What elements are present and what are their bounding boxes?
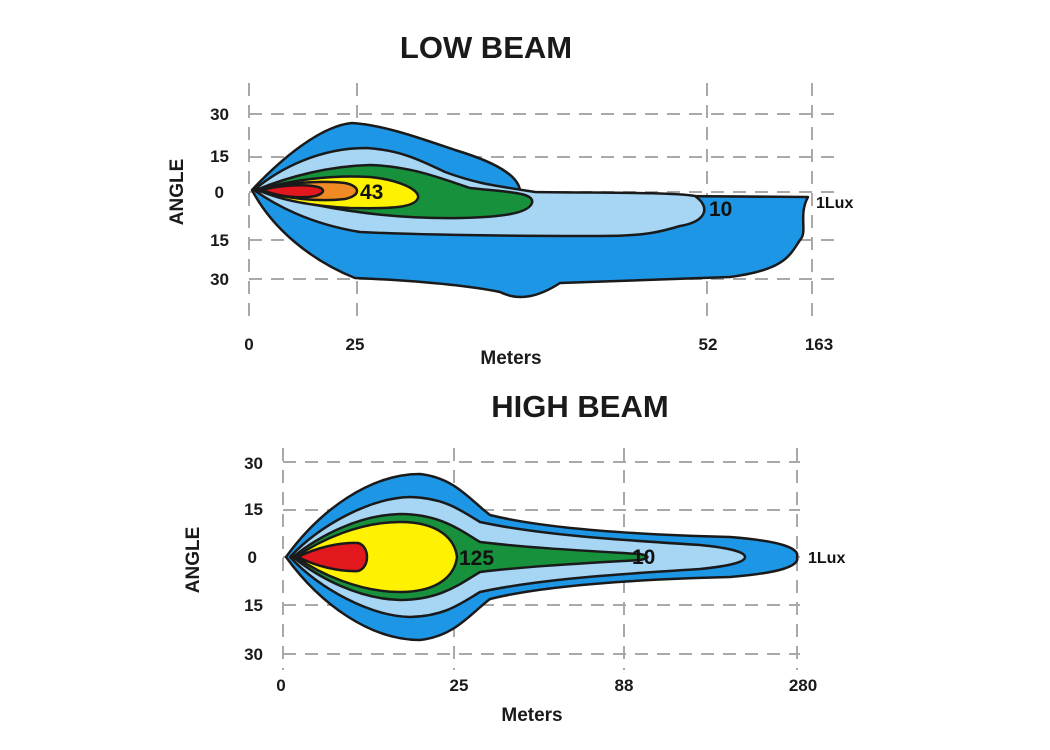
high-beam-y-axis-label: ANGLE <box>183 527 204 594</box>
high-beam-label-inner: 125 <box>459 547 494 570</box>
low-beam-red-zone <box>260 184 325 199</box>
high-beam-ytick: 0 <box>248 548 257 567</box>
high-beam-panel: HIGH BEAM 125 10 1Lux 30 15 0 <box>183 389 845 726</box>
low-beam-ytick: 30 <box>210 105 229 124</box>
high-beam-yellow-zone <box>294 520 459 594</box>
high-beam-x-axis-label: Meters <box>501 705 562 726</box>
low-beam-xtick: 0 <box>244 335 253 354</box>
low-beam-label-mid: 10 <box>709 198 732 221</box>
low-beam-ytick: 0 <box>215 183 224 202</box>
low-beam-y-axis-label: ANGLE <box>167 159 188 226</box>
high-beam-label-mid: 10 <box>632 546 655 569</box>
low-beam-ytick: 30 <box>210 270 229 289</box>
high-beam-xtick: 280 <box>789 676 817 695</box>
low-beam-panel: LOW BEAM 43 10 1Lux 30 <box>167 30 853 369</box>
low-beam-ytick: 15 <box>210 147 229 166</box>
low-beam-ytick: 15 <box>210 231 229 250</box>
high-beam-ytick: 15 <box>244 500 263 519</box>
high-beam-xtick: 88 <box>615 676 634 695</box>
high-beam-xtick: 25 <box>450 676 469 695</box>
high-beam-red-zone <box>296 541 369 573</box>
high-beam-ytick: 15 <box>244 596 263 615</box>
high-beam-xtick: 0 <box>276 676 285 695</box>
high-beam-ytick: 30 <box>244 645 263 664</box>
low-beam-label-outer: 1Lux <box>816 195 853 212</box>
low-beam-label-inner: 43 <box>360 181 383 204</box>
high-beam-title: HIGH BEAM <box>491 389 668 424</box>
low-beam-xtick: 52 <box>699 335 718 354</box>
high-beam-ytick: 30 <box>244 454 263 473</box>
low-beam-xtick: 25 <box>346 335 365 354</box>
high-beam-label-outer: 1Lux <box>808 550 845 567</box>
low-beam-title: LOW BEAM <box>400 30 572 65</box>
low-beam-xtick: 163 <box>805 335 833 354</box>
low-beam-x-axis-label: Meters <box>480 348 541 369</box>
